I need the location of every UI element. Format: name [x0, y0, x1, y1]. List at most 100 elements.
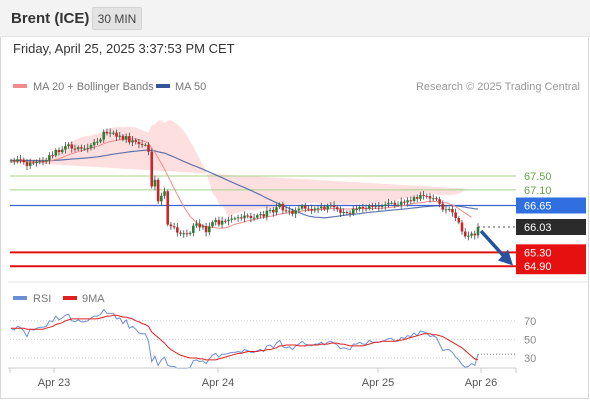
candle-body	[425, 195, 429, 197]
candle-body	[224, 220, 227, 222]
candle-body	[169, 224, 173, 227]
candle-body	[182, 233, 186, 235]
x-tick-label: Apr 23	[38, 377, 70, 389]
candle-body	[412, 197, 416, 201]
candle-body	[41, 161, 45, 163]
candle-body	[447, 208, 451, 210]
candle-body	[214, 220, 218, 223]
candle-body	[329, 205, 333, 207]
ma20-legend-label: MA 20 + Bollinger Bands	[33, 81, 154, 93]
x-tick-label: Apr 25	[362, 377, 394, 389]
candle-body	[457, 217, 461, 223]
candle-body	[76, 147, 80, 150]
candle-body	[83, 148, 86, 150]
candle-body	[243, 215, 246, 219]
candle-body	[153, 179, 157, 187]
rsi-legend-swatch	[13, 296, 27, 300]
candle-body	[374, 206, 377, 208]
candle-body	[431, 198, 435, 200]
candle-body	[54, 149, 58, 156]
candle-body	[144, 144, 147, 146]
candle-body	[444, 209, 448, 211]
level-label-64.90: 64.90	[524, 261, 552, 273]
candle-body	[86, 147, 90, 149]
candle-body	[38, 161, 42, 163]
arrow-shaft	[479, 229, 507, 259]
header-bar: Brent (ICE) 30 MIN	[0, 0, 590, 37]
candle-body	[156, 179, 160, 202]
candle-body	[294, 210, 297, 214]
candle-body	[396, 204, 400, 206]
candle-body	[195, 223, 198, 226]
candle-body	[115, 132, 118, 137]
candle-body	[441, 203, 445, 210]
candle-body	[128, 136, 131, 143]
x-tick-label: Apr 26	[465, 377, 497, 389]
candle-body	[361, 206, 365, 209]
candle-body	[131, 140, 134, 143]
ma50-legend-swatch	[156, 84, 170, 88]
candle-body	[265, 210, 269, 217]
rsi-ma-legend-label: 9MA	[82, 293, 105, 305]
candle-body	[428, 196, 432, 199]
rsi-tick-50: 50	[524, 334, 536, 346]
candle-body	[303, 205, 307, 209]
candle-body	[227, 219, 230, 222]
ma20-legend-swatch	[13, 84, 27, 88]
candle-body	[348, 212, 352, 214]
candle-body	[470, 233, 473, 236]
candle-body	[102, 131, 106, 140]
candle-body	[166, 191, 170, 225]
candle-body	[339, 209, 342, 213]
candle-body	[9, 160, 13, 162]
candle-body	[150, 151, 154, 187]
candle-body	[147, 144, 150, 152]
level-label-67.50: 67.50	[524, 171, 552, 183]
candle-body	[268, 210, 272, 212]
candle-body	[108, 132, 112, 134]
candle-body	[140, 144, 144, 146]
arrow-head	[498, 249, 513, 266]
rsi-line	[10, 308, 479, 369]
candle-body	[92, 141, 96, 146]
level-tag-66.03	[516, 219, 586, 236]
candle-body	[118, 135, 122, 137]
instrument-title: Brent (ICE)	[11, 10, 90, 27]
candle-body	[476, 227, 480, 236]
candle-body	[259, 214, 262, 216]
rsi-ma-legend-swatch	[63, 296, 77, 300]
candles	[9, 128, 480, 241]
level-label-67.10: 67.10	[524, 185, 552, 197]
level-label-66.65: 66.65	[524, 200, 552, 212]
candle-body	[25, 162, 29, 166]
timeframe-button[interactable]: 30 MIN	[92, 7, 142, 30]
candle-body	[422, 195, 425, 197]
candle-body	[284, 210, 288, 212]
ma50-legend-label: MA 50	[175, 81, 206, 93]
candle-body	[454, 212, 457, 218]
candle-body	[172, 226, 176, 228]
candle-body	[332, 205, 336, 208]
candle-body	[367, 205, 371, 209]
forecast-arrow	[479, 229, 513, 266]
candle-body	[473, 233, 477, 236]
candle-body	[399, 201, 403, 205]
candle-body	[342, 212, 345, 214]
candle-body	[48, 155, 51, 161]
x-axis: Apr 23 Apr 24 Apr 25 Apr 26	[9, 368, 517, 389]
rsi-tick-70: 70	[524, 316, 536, 328]
level-label-65.30: 65.30	[524, 247, 552, 259]
candle-body	[137, 141, 141, 145]
candle-body	[121, 135, 125, 140]
candle-body	[463, 231, 467, 237]
level-labels: 67.50 67.10 66.65 66.03 65.30 64.90	[516, 171, 586, 275]
level-label-66.03: 66.03	[524, 222, 552, 234]
candle-body	[297, 208, 301, 211]
level-tag-66.65	[516, 197, 586, 214]
ma50-line	[11, 149, 479, 219]
candle-body	[355, 208, 358, 210]
candle-body	[255, 215, 259, 218]
candle-body	[460, 222, 464, 232]
candle-body	[291, 210, 294, 214]
candle-body	[233, 218, 237, 220]
